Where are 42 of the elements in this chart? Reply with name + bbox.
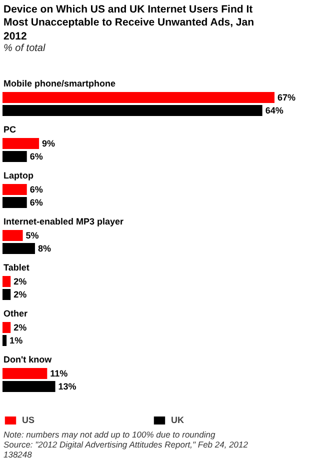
bar (2, 276, 11, 287)
data-label: 9% (42, 138, 56, 148)
data-label: 8% (38, 244, 51, 254)
bar (2, 335, 7, 346)
chart-title: Device on Which US and UK Internet Users Find It Most Unacceptable to Receive Unwanted Ads, Jan 2012 (4, 4, 254, 42)
y-tick-label: Tablet (4, 262, 30, 272)
y-tick-label: Internet-enabled MP3 player (4, 216, 124, 226)
legend-label: UK (171, 415, 185, 425)
data-label: 2% (14, 290, 27, 300)
data-label: 64% (265, 106, 284, 116)
source-note: Source: "2012 Digital Advertising Attitudes Report," Feb 24, 2012 (4, 440, 248, 450)
data-label: 2% (14, 276, 27, 286)
bar (2, 289, 11, 300)
data-label: 6% (30, 198, 43, 208)
y-tick-label: Other (4, 308, 28, 318)
chart-subtitle: % of total (4, 43, 46, 54)
bar (2, 105, 262, 116)
bar (2, 92, 274, 103)
bar (2, 197, 27, 208)
bar (2, 322, 11, 333)
data-label: 1% (10, 336, 23, 346)
bar (2, 243, 35, 254)
bar (2, 184, 27, 195)
text: Note: numbers may not add up to 100% due to rounding (4, 430, 216, 440)
legend-label: US (22, 415, 36, 425)
data-label: 11% (50, 368, 68, 378)
y-tick-label: Mobile phone/smartphone (4, 78, 116, 88)
bar (2, 230, 23, 241)
text: 138248 (4, 450, 32, 460)
data-label: 13% (58, 382, 76, 392)
y-tick-label: Don't know (4, 354, 53, 364)
data-label: 67% (278, 92, 296, 102)
data-label: 2% (14, 322, 27, 332)
bar (2, 151, 27, 162)
data-label: 6% (30, 184, 43, 194)
data-label: 6% (30, 152, 43, 162)
bar (2, 138, 40, 149)
data-label: 5% (26, 230, 39, 240)
y-tick-label: PC (4, 124, 17, 134)
bar (2, 381, 56, 392)
y-tick-label: Laptop (4, 170, 34, 180)
bar (2, 368, 48, 379)
